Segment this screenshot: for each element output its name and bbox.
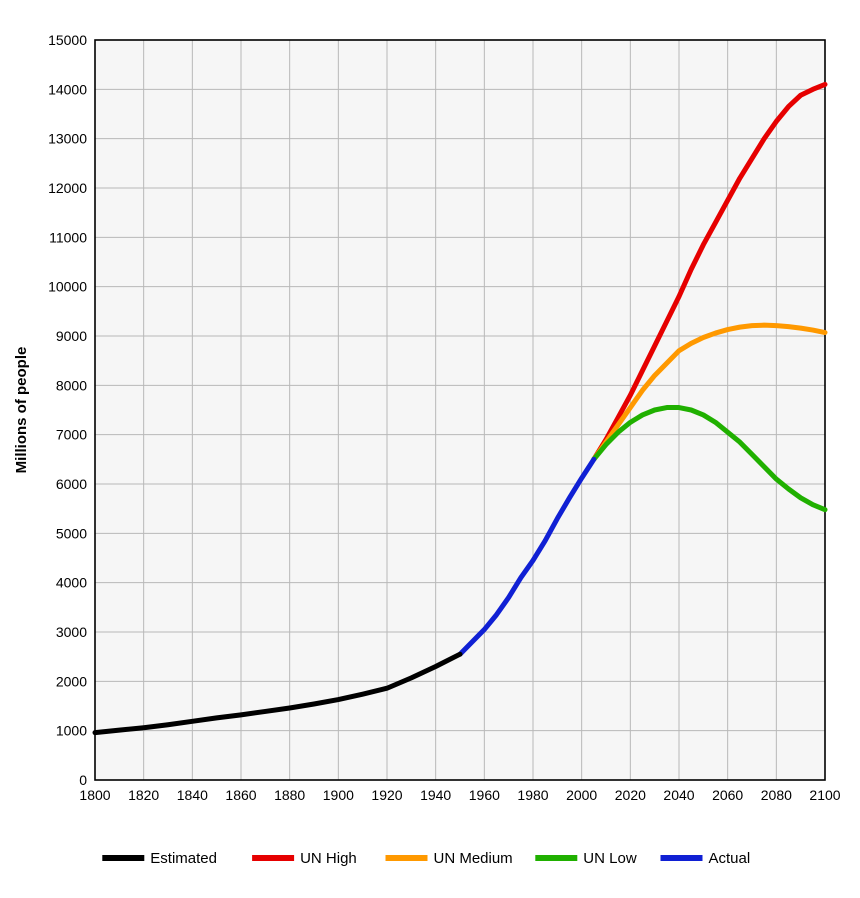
y-tick-label: 2000 — [56, 673, 87, 689]
y-tick-label: 15000 — [48, 32, 87, 48]
y-tick-label: 5000 — [56, 525, 87, 541]
y-tick-label: 3000 — [56, 624, 87, 640]
y-tick-label: 6000 — [56, 476, 87, 492]
y-tick-label: 10000 — [48, 279, 87, 295]
y-tick-label: 13000 — [48, 131, 87, 147]
chart-container: 1800 1820 1840 1860 1880 1900 1920 1940 1960 1980… — [0, 0, 860, 898]
y-tick-label: 1000 — [56, 723, 87, 739]
y-tick-label: 8000 — [56, 377, 87, 393]
plot-area — [95, 40, 825, 780]
x-tick-label: 2000 — [566, 787, 597, 803]
x-tick-label: 2080 — [761, 787, 792, 803]
y-tick-label: 11000 — [49, 229, 87, 245]
x-tick-label: 1900 — [323, 787, 354, 803]
x-tick-label: 1940 — [420, 787, 451, 803]
legend-label: UN Medium — [434, 850, 513, 867]
x-tick-label: 1800 — [79, 787, 110, 803]
x-ticks: 1800 1820 1840 1860 1880 1900 1920 1940 1960 1980… — [79, 787, 840, 803]
x-tick-label: 2100 — [809, 787, 840, 803]
x-tick-label: 1860 — [225, 787, 256, 803]
y-tick-label: 9000 — [56, 328, 87, 344]
y-tick-label: 14000 — [48, 81, 87, 97]
x-tick-label: 2060 — [712, 787, 743, 803]
y-tick-label: 12000 — [48, 180, 87, 196]
y-tick-label: 7000 — [56, 427, 87, 443]
x-tick-label: 1820 — [128, 787, 159, 803]
x-tick-label: 1840 — [177, 787, 208, 803]
population-chart: 1800 1820 1840 1860 1880 1900 1920 1940 1960 1980… — [0, 0, 860, 898]
x-tick-label: 2040 — [663, 787, 694, 803]
x-tick-label: 1880 — [274, 787, 305, 803]
y-ticks: 0 1000 2000 3000 4000 5000 6000 7000 8000 9000 100… — [48, 32, 87, 788]
y-axis-label: Millions of people — [13, 347, 30, 474]
x-tick-label: 1920 — [371, 787, 402, 803]
legend-label: Estimated — [150, 850, 217, 867]
legend-label: Actual — [709, 850, 751, 867]
x-tick-label: 1980 — [517, 787, 548, 803]
x-tick-label: 2020 — [615, 787, 646, 803]
legend: Estimated UN High UN Medium UN Low Actual — [102, 850, 750, 867]
y-tick-label: 0 — [79, 772, 87, 788]
legend-label: UN Low — [583, 850, 637, 867]
legend-label: UN High — [300, 850, 357, 867]
y-tick-label: 4000 — [56, 575, 87, 591]
x-tick-label: 1960 — [469, 787, 500, 803]
